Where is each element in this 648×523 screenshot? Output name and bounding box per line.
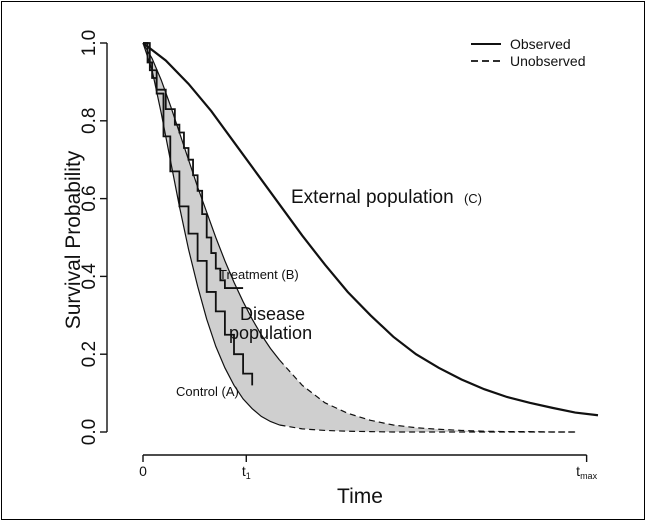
y-tick-label: 0.6 (79, 185, 100, 211)
external-population-label: External population (C) (291, 187, 482, 208)
y-tick-label: 1.0 (79, 30, 100, 56)
external-population-tag: (C) (464, 191, 482, 206)
y-tick-label: 0.8 (79, 108, 100, 134)
axes: 0.00.20.40.60.81.00 t1 tmax (79, 30, 598, 481)
y-tick-label: 0.0 (79, 419, 100, 445)
legend-observed-label: Observed (510, 36, 571, 52)
y-tick-label: 0.4 (79, 263, 100, 290)
x-tick-label-main: t (242, 463, 246, 479)
disease-population-label-line1: Disease (240, 304, 305, 324)
legend-unobserved-label: Unobserved (510, 53, 586, 69)
disease-population-label-line2: population (229, 323, 312, 343)
disease-band-fill (143, 43, 576, 432)
x-tick-label-subscript: 1 (246, 471, 251, 481)
control-label: Control (A) (176, 384, 239, 399)
x-tick-label-main: t (576, 463, 580, 479)
y-tick-label: 0.2 (79, 341, 100, 367)
x-tick-label-main: 0 (139, 463, 147, 479)
legend: Observed Unobserved (471, 36, 586, 69)
x-tick-label: tmax (576, 463, 597, 481)
external-population-name: External population (291, 187, 454, 208)
x-tick-label-subscript: max (580, 471, 598, 481)
x-tick-label: 0 (139, 463, 147, 479)
x-tick-label: t1 (242, 463, 251, 481)
curve-layer (142, 42, 599, 433)
disease-population-band (143, 43, 576, 432)
annotation-layer: Survival Probability Time External popul… (62, 36, 586, 508)
series-control-km (143, 42, 254, 386)
treatment-label: Treatment (B) (219, 267, 299, 282)
series-external-population (142, 42, 599, 417)
x-axis-title: Time (337, 485, 383, 508)
y-axis-title: Survival Probability (62, 150, 85, 329)
